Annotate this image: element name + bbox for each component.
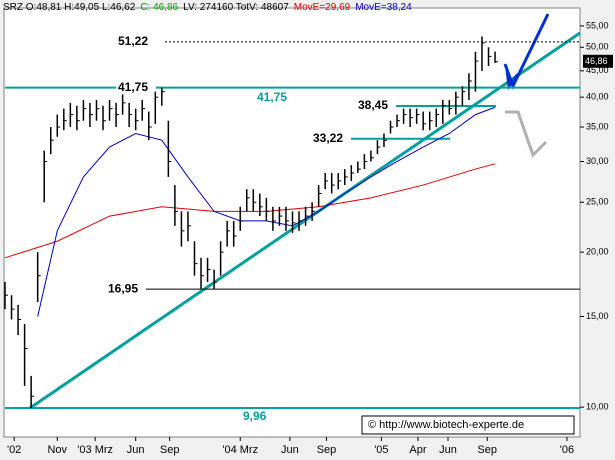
legend-entry: MovE=38,24 bbox=[355, 2, 412, 13]
header-field: LV: 274160 TotV: 48607 bbox=[183, 2, 289, 13]
y-tick-label: 20,00 bbox=[586, 247, 609, 257]
forecast-path bbox=[505, 110, 548, 158]
copyright-box: © http://www.biotech-experte.de bbox=[361, 415, 575, 435]
x-tick-label: '02 bbox=[7, 444, 21, 456]
level-label: 41,75 bbox=[257, 90, 287, 104]
level-label-bg bbox=[311, 131, 351, 145]
level-label-bg bbox=[116, 34, 156, 48]
x-tick-label: Nov bbox=[47, 444, 67, 456]
x-tick-label: Jun bbox=[281, 444, 299, 456]
x-tick-label: '05 bbox=[374, 444, 388, 456]
y-tick-label: 15,00 bbox=[586, 311, 609, 321]
header: SRZ O:48,81 H:49,05 L:46,62 C: 46,86 LV: 2… bbox=[3, 2, 412, 13]
level-label: 9,96 bbox=[243, 409, 267, 423]
y-tick-label: 25,00 bbox=[586, 197, 609, 207]
x-tick-label: '06 bbox=[560, 444, 574, 456]
forecast-arrow bbox=[503, 13, 550, 90]
level-label-bg bbox=[241, 410, 281, 424]
y-tick-label: 35,00 bbox=[586, 121, 609, 131]
x-tick-label: Sep bbox=[317, 444, 337, 456]
last-price-bg bbox=[583, 54, 613, 68]
x-tick-label: Sep bbox=[160, 444, 180, 456]
y-tick-label: 55,00 bbox=[586, 20, 609, 30]
copyright: © http://www.biotech-experte.de bbox=[368, 419, 524, 431]
x-tick-label: Apr bbox=[409, 444, 426, 456]
level-label-bg bbox=[116, 80, 156, 94]
level-label-bg bbox=[255, 90, 295, 104]
x-tick-label: Sep bbox=[477, 444, 497, 456]
last-price-label: 46,86 bbox=[585, 56, 608, 66]
y-tick-label: 50,00 bbox=[586, 42, 609, 52]
y-tick-label: 10,00 bbox=[586, 402, 609, 412]
x-tick-label: Jun bbox=[439, 444, 457, 456]
level-label: 33,22 bbox=[313, 131, 343, 145]
header-field: C: 46,86 bbox=[140, 2, 178, 13]
header-field: SRZ O:48,81 H:49,05 L:46,62 bbox=[3, 2, 136, 13]
legend-entry: MovE=29,69 bbox=[294, 2, 351, 13]
level-label: 38,45 bbox=[358, 98, 388, 112]
x-tick-label: '03 Mrz bbox=[77, 444, 113, 456]
x-tick-label: Jun bbox=[127, 444, 145, 456]
x-tick-label: '04 Mrz bbox=[222, 444, 258, 456]
level-label: 41,75 bbox=[118, 80, 148, 94]
y-tick-label: 30,00 bbox=[586, 156, 609, 166]
y-tick-label: 45,00 bbox=[586, 65, 609, 75]
level-label-bg bbox=[106, 282, 146, 296]
y-tick-label: 40,00 bbox=[586, 92, 609, 102]
level-label: 16,95 bbox=[108, 281, 138, 295]
level-label-bg bbox=[356, 99, 396, 113]
level-label: 51,22 bbox=[118, 34, 148, 48]
